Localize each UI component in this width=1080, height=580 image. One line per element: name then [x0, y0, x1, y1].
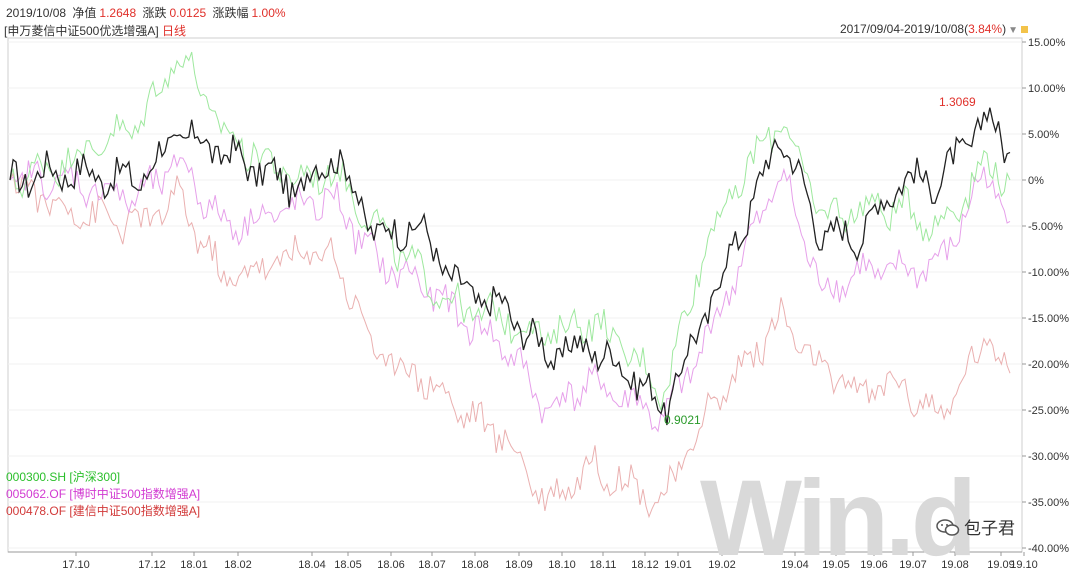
legend-item[interactable]: 005062.OF [博时中证500指数增强A]	[6, 487, 201, 501]
lock-icon[interactable]	[1021, 26, 1028, 34]
x-tick-label: 18.09	[505, 559, 533, 571]
x-tick-label: 19.01	[664, 559, 692, 571]
x-tick-label: 18.04	[298, 559, 326, 571]
range-pct: 3.84%	[968, 22, 1003, 36]
fund-title: [申万菱信中证500优选增强A] 日线	[4, 22, 186, 39]
y-axis: 15.00% 10.00% 5.00% 0% -5.00% -10.00% -15.00% -…	[1022, 37, 1069, 555]
x-tick-label: 19.08	[941, 559, 969, 571]
data-label: 1.3069	[939, 95, 976, 109]
header-date: 2019/10/08	[6, 6, 67, 20]
x-tick-label: 18.07	[418, 559, 446, 571]
change-value: 0.0125	[169, 6, 207, 20]
x-tick-label: 18.08	[461, 559, 489, 571]
grid-lines	[7, 37, 1023, 553]
x-axis: 17.10 17.12 18.01 18.02 18.04 18.05 18.06 18.07…	[8, 551, 1038, 571]
wechat-label: 包子君	[964, 519, 1015, 538]
x-tick-label: 17.10	[62, 559, 90, 571]
legend-item[interactable]: 000300.SH [沪深300]	[6, 470, 121, 484]
y-tick-label: -15.00%	[1028, 313, 1069, 325]
x-tick-label: 19.07	[899, 559, 927, 571]
nav-value: 1.2648	[99, 6, 137, 20]
annotations: 1.3069 0.9021	[664, 95, 976, 427]
dropdown-triangle-icon[interactable]: ▼	[1008, 25, 1018, 36]
x-tick-label: 18.01	[180, 559, 208, 571]
range-text: 2017/09/04-2019/10/08(	[839, 22, 969, 36]
x-tick-label: 19.02	[708, 559, 736, 571]
pct-change-value: 1.00%	[251, 6, 286, 20]
x-tick-label: 18.02	[224, 559, 252, 571]
y-tick-label: 10.00%	[1028, 83, 1066, 95]
x-tick-label: 18.11	[590, 559, 617, 571]
series-line	[9, 51, 1011, 411]
series-line	[9, 154, 1011, 433]
y-tick-label: 0%	[1028, 175, 1044, 187]
x-tick-label: 19.06	[860, 559, 888, 571]
y-tick-label: -10.00%	[1028, 267, 1069, 279]
y-tick-label: -40.00%	[1028, 543, 1069, 555]
fund-name: [申万菱信中证500优选增强A]	[4, 24, 159, 38]
y-tick-label: -30.00%	[1028, 451, 1069, 463]
x-tick-label: 19.04	[781, 559, 809, 571]
y-tick-label: -35.00%	[1028, 497, 1069, 509]
pct-change-label: 涨跌幅	[212, 6, 249, 20]
x-tick-label: 17.12	[138, 559, 166, 571]
nav-label: 净值	[72, 6, 97, 20]
x-tick-label: 18.05	[334, 559, 362, 571]
x-tick-label: 19.05	[822, 559, 850, 571]
date-range[interactable]: 2017/09/04-2019/10/08(3.84%) ▼	[840, 22, 1028, 36]
series-line	[9, 171, 1011, 519]
series-layer	[9, 51, 1011, 519]
frequency-label[interactable]: 日线	[162, 24, 187, 38]
header-bar: 2019/10/08 净值 1.2648 涨跌 0.0125 涨跌幅 1.00%	[6, 4, 289, 21]
change-label: 涨跌	[142, 6, 167, 20]
wechat-badge: 包子君	[936, 514, 1015, 539]
y-tick-label: -25.00%	[1028, 405, 1069, 417]
y-tick-label: 5.00%	[1028, 129, 1059, 141]
x-tick-label: 18.06	[377, 559, 405, 571]
series-line	[9, 107, 1011, 426]
y-tick-label: -20.00%	[1028, 359, 1069, 371]
x-tick-label: 18.12	[631, 559, 659, 571]
watermark-logo: Win.d	[700, 457, 977, 578]
x-tick-label: 19.09	[987, 559, 1015, 571]
x-tick-label: 19.10	[1010, 559, 1038, 571]
legend-item[interactable]: 000478.OF [建信中证500指数增强A]	[6, 504, 201, 518]
y-tick-label: 15.00%	[1028, 37, 1066, 49]
data-label: 0.9021	[664, 413, 701, 427]
y-tick-label: -5.00%	[1028, 221, 1063, 233]
x-tick-label: 18.10	[548, 559, 576, 571]
range-close: )	[1002, 22, 1007, 36]
wechat-icon	[936, 519, 960, 536]
